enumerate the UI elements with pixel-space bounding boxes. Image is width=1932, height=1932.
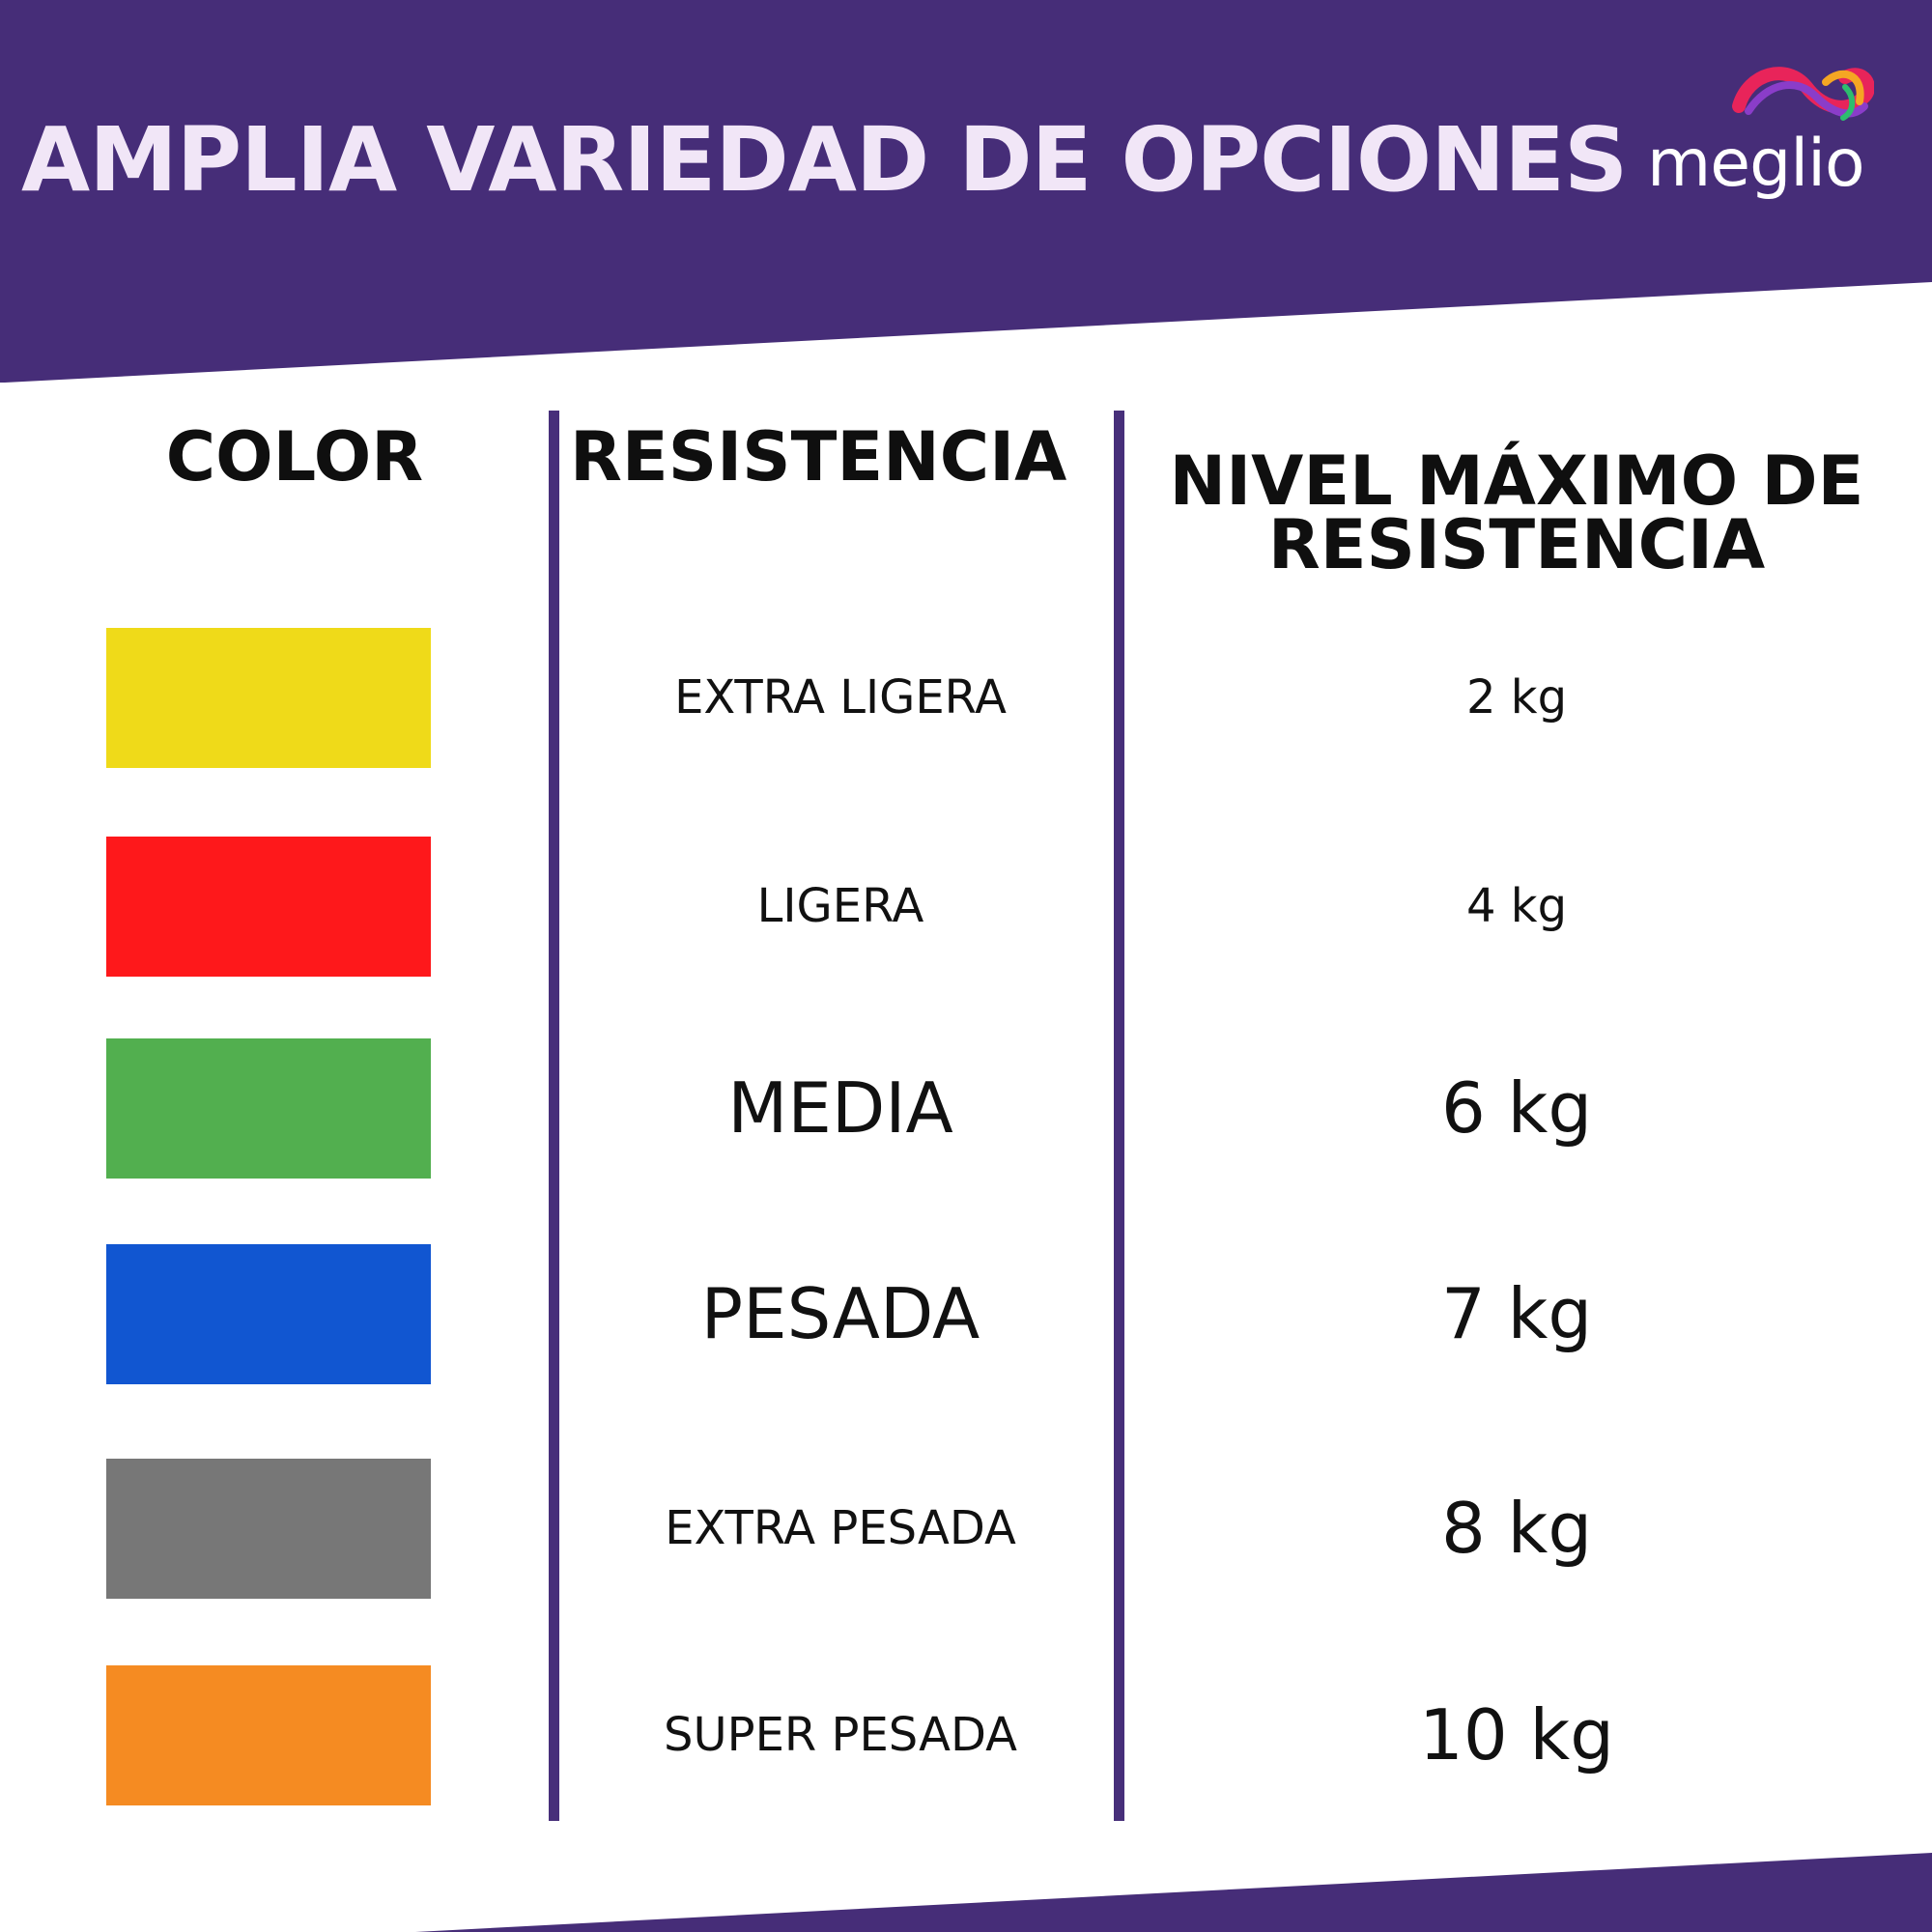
meglio-logo: meglio xyxy=(1642,58,1884,213)
column-divider xyxy=(549,411,559,1821)
page-title: AMPLIA VARIEDAD DE OPCIONES xyxy=(21,108,1628,212)
table-row: PESADA 7 kg xyxy=(0,1244,1932,1389)
max-resistance-value: 6 kg xyxy=(1440,1067,1593,1149)
color-swatch xyxy=(106,628,431,768)
resistance-label: SUPER PESADA xyxy=(664,1708,1017,1762)
table-row: SUPER PESADA 10 kg xyxy=(0,1665,1932,1810)
max-resistance-value: 10 kg xyxy=(1419,1694,1614,1776)
max-resistance-value: 8 kg xyxy=(1440,1488,1593,1569)
header-color: COLOR xyxy=(165,417,424,497)
color-swatch xyxy=(106,1459,431,1599)
table-row: EXTRA LIGERA 2 kg xyxy=(0,628,1932,773)
color-swatch xyxy=(106,837,431,977)
infinity-ribbon-icon xyxy=(1732,67,1874,121)
header-max-level-line2: RESISTENCIA xyxy=(1267,505,1766,584)
resistance-label: LIGERA xyxy=(756,879,924,933)
resistance-label: EXTRA PESADA xyxy=(665,1501,1016,1555)
resistance-label: EXTRA LIGERA xyxy=(674,670,1007,724)
header-banner xyxy=(0,0,1932,383)
header-resistance: RESISTENCIA xyxy=(570,417,1067,497)
table-row: MEDIA 6 kg xyxy=(0,1038,1932,1183)
column-divider xyxy=(1114,411,1124,1821)
header-max-level-line1: NIVEL MÁXIMO DE xyxy=(1169,441,1864,521)
max-resistance-value: 2 kg xyxy=(1465,670,1568,724)
max-resistance-value: 4 kg xyxy=(1465,879,1568,933)
color-swatch xyxy=(106,1244,431,1384)
color-swatch xyxy=(106,1665,431,1805)
table-row: LIGERA 4 kg xyxy=(0,837,1932,981)
resistance-label: PESADA xyxy=(700,1273,980,1354)
table-row: EXTRA PESADA 8 kg xyxy=(0,1459,1932,1604)
header-max-level: NIVEL MÁXIMO DE RESISTENCIA xyxy=(1135,441,1898,584)
max-resistance-value: 7 kg xyxy=(1440,1273,1593,1354)
logo-wordmark: meglio xyxy=(1647,126,1865,202)
footer-band xyxy=(415,1853,1932,1932)
resistance-label: MEDIA xyxy=(727,1067,953,1149)
color-swatch xyxy=(106,1038,431,1179)
